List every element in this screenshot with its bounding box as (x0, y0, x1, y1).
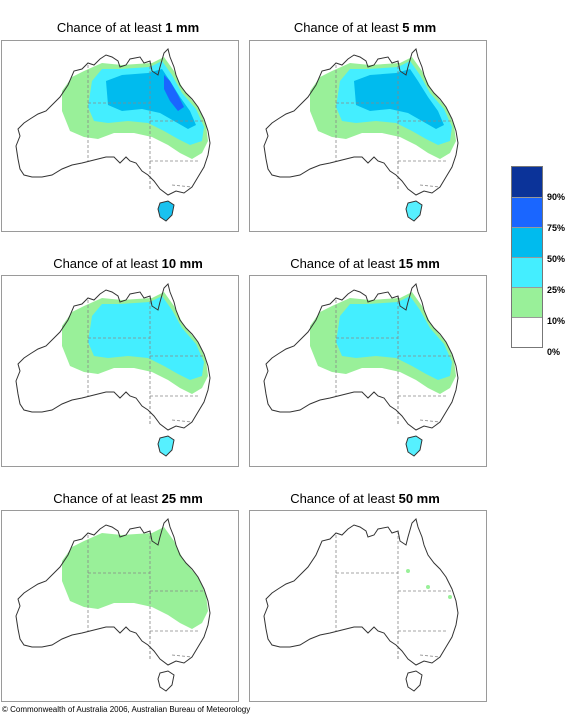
rain-band-2 (62, 527, 208, 629)
panel-amount: 25 mm (161, 491, 203, 506)
panel-title: Chance of at least 10 mm (53, 256, 203, 271)
legend-swatch (512, 227, 542, 257)
panel-title: Chance of at least 15 mm (290, 256, 440, 271)
panel-amount: 5 mm (402, 20, 437, 35)
australia-map (263, 518, 459, 692)
probability-legend (511, 166, 543, 348)
coastline (263, 283, 459, 431)
legend-swatch (512, 167, 542, 197)
legend-swatch (512, 257, 542, 287)
state-border (419, 419, 441, 423)
mainland-fill (264, 519, 458, 665)
panel-title: Chance of at least 5 mm (293, 20, 437, 35)
map-frame (1, 275, 239, 467)
australia-map (15, 48, 211, 222)
state-border (171, 654, 193, 658)
tasmania-coastline (157, 670, 175, 692)
state-border (171, 419, 193, 423)
legend-swatch (512, 317, 542, 347)
legend-swatch (512, 197, 542, 227)
australia-map (263, 48, 459, 222)
tasmania-band (406, 201, 422, 221)
rain-spot (426, 585, 430, 589)
coastline (15, 283, 211, 431)
panel-title: Chance of at least 25 mm (53, 491, 203, 506)
legend-label: 50% (547, 254, 566, 264)
panel-amount: 10 mm (161, 256, 203, 271)
map-frame (1, 510, 239, 702)
tasmania-coastline (405, 435, 423, 457)
legend-label: 10% (547, 316, 566, 326)
panel-amount: 15 mm (398, 256, 440, 271)
map-frame (249, 275, 487, 467)
legend-label: 25% (547, 285, 566, 295)
coastline (15, 518, 211, 666)
coastline (263, 48, 459, 196)
australia-map (15, 283, 211, 457)
rain-band-5 (164, 75, 184, 111)
panel-amount: 1 mm (165, 20, 200, 35)
panel-title: Chance of at least 50 mm (290, 491, 440, 506)
tasmania-band (406, 436, 422, 456)
tasmania-band (158, 436, 174, 456)
legend-label: 90% (547, 192, 566, 202)
legend-label: 75% (547, 223, 566, 233)
panel-title: Chance of at least 1 mm (56, 20, 200, 35)
tasmania-band (158, 201, 174, 221)
state-border (419, 184, 441, 188)
map-frame (249, 40, 487, 232)
rain-spot (406, 569, 410, 573)
state-border (171, 184, 193, 188)
copyright-notice: © Commonwealth of Australia 2006, Austra… (2, 705, 251, 714)
rain-spot (448, 595, 452, 599)
tasmania-coastline (405, 200, 423, 222)
australia-map (263, 283, 459, 457)
tasmania-coastline (157, 435, 175, 457)
map-frame (1, 40, 239, 232)
tasmania-fill (158, 671, 174, 691)
coastline (15, 48, 211, 196)
tasmania-coastline (405, 670, 423, 692)
rain-band-4 (354, 69, 444, 129)
state-border (419, 654, 441, 658)
tasmania-coastline (157, 200, 175, 222)
coastline (263, 518, 459, 666)
tasmania-fill (406, 671, 422, 691)
rain-band-4 (106, 69, 196, 129)
legend-swatch (512, 287, 542, 317)
legend-label: 0% (547, 347, 561, 357)
map-frame (249, 510, 487, 702)
panel-amount: 50 mm (398, 491, 440, 506)
australia-map (15, 518, 211, 692)
